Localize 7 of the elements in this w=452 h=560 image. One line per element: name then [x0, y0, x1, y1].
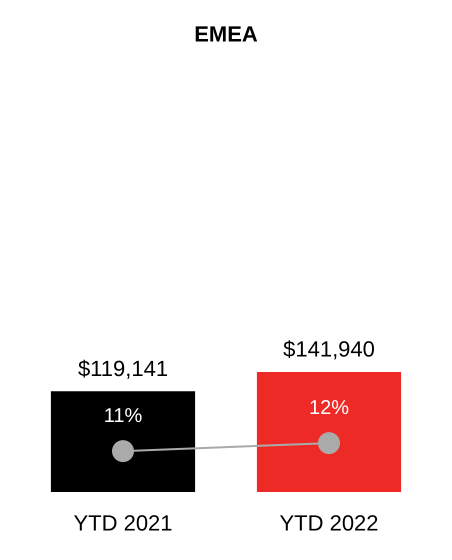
data-label: $119,141 [78, 356, 168, 381]
data-label: 11% [104, 405, 142, 428]
x-tick-label: YTD 2022 [279, 510, 379, 536]
data-label: 12% [308, 397, 350, 420]
x-tick-label: YTD 2021 [73, 510, 173, 536]
data-label: $141,940 [283, 336, 375, 362]
chart-title: EMEA [194, 22, 258, 46]
